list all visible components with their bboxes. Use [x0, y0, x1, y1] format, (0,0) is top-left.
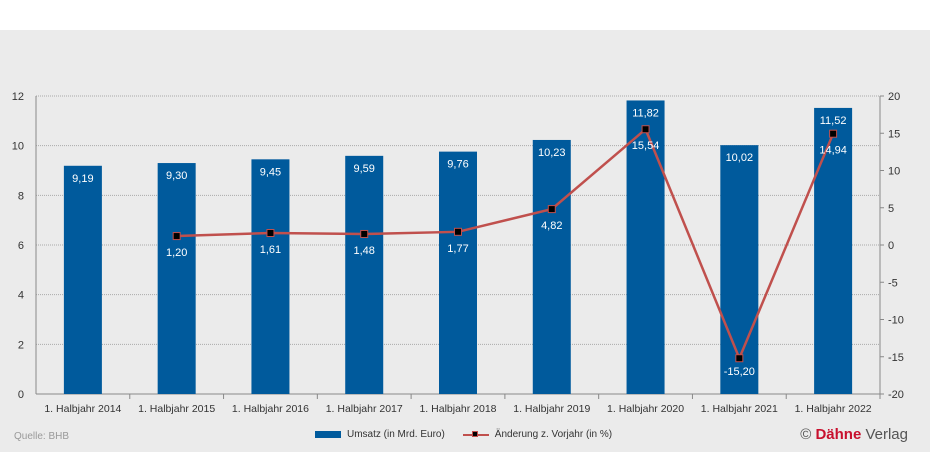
bar — [720, 145, 759, 394]
bar — [157, 163, 196, 394]
line-marker — [641, 125, 650, 134]
left-tick-label: 2 — [18, 339, 24, 351]
right-tick-label: -5 — [888, 277, 898, 289]
legend: Umsatz (in Mrd. Euro) Änderung z. Vorjah… — [315, 429, 612, 440]
line-marker — [172, 232, 181, 241]
legend-line-swatch — [462, 430, 489, 437]
line-marker — [547, 205, 556, 214]
bar — [814, 107, 853, 395]
x-tick-label: 1. Halbjahr 2015 — [138, 403, 215, 415]
right-tick-label: -10 — [888, 315, 904, 327]
bar-value-label: 9,30 — [166, 170, 187, 182]
x-tick-label: 1. Halbjahr 2018 — [419, 403, 496, 415]
x-tick-label: 1. Halbjahr 2014 — [44, 403, 121, 415]
publisher-logo: © Dähne Verlag — [800, 426, 908, 443]
left-tick-label: 0 — [18, 389, 24, 401]
left-tick-label: 8 — [18, 190, 24, 202]
left-tick-label: 4 — [18, 290, 24, 302]
line-value-label: 15,54 — [632, 140, 660, 152]
legend-line-label: Änderung z. Vorjahr (in %) — [494, 429, 613, 440]
right-tick-label: -15 — [888, 352, 904, 364]
line-value-label: 1,20 — [166, 247, 187, 259]
bar — [626, 100, 665, 394]
right-tick-label: -20 — [888, 389, 904, 401]
bar — [251, 159, 290, 394]
bar-value-label: 11,82 — [632, 107, 659, 119]
left-tick-label: 10 — [12, 141, 24, 153]
x-tick-label: 1. Halbjahr 2021 — [701, 403, 778, 415]
line-value-label: 4,82 — [541, 220, 562, 232]
bar-value-label: 10,02 — [726, 152, 754, 164]
line-marker — [454, 227, 462, 236]
x-tick-label: 1. Halbjahr 2019 — [513, 403, 590, 415]
bar-value-label: 10,23 — [538, 147, 566, 159]
right-tick-label: 15 — [888, 128, 900, 140]
line-series — [176, 127, 835, 362]
right-tick-label: 10 — [888, 166, 900, 178]
bar — [63, 165, 102, 394]
line-value-label: 1,48 — [354, 245, 375, 257]
x-tick-label: 1. Halbjahr 2022 — [795, 403, 872, 415]
bar — [439, 151, 477, 394]
x-tick-label: 1. Halbjahr 2017 — [326, 403, 403, 415]
line-marker — [266, 229, 275, 238]
bar-value-label: 9,19 — [72, 173, 93, 185]
bar — [345, 155, 384, 394]
bar — [532, 139, 571, 394]
bar-value-label: 9,76 — [447, 159, 468, 171]
bar-value-label: 11,52 — [820, 115, 847, 127]
bar-value-label: 9,45 — [260, 166, 281, 178]
right-tick-label: 20 — [888, 91, 900, 103]
line-value-label: 1,61 — [260, 244, 281, 256]
left-tick-label: 6 — [18, 240, 24, 252]
right-tick-label: 0 — [888, 240, 894, 252]
legend-bar-label: Umsatz (in Mrd. Euro) — [347, 429, 445, 440]
line-value-label: -15,20 — [724, 366, 755, 378]
x-tick-label: 1. Halbjahr 2016 — [232, 403, 309, 415]
left-tick-label: 12 — [12, 91, 24, 103]
line-value-label: 1,77 — [447, 243, 468, 255]
source-note: Quelle: BHB — [14, 431, 70, 442]
line-marker — [360, 229, 369, 238]
right-tick-label: 5 — [888, 203, 894, 215]
line-value-label: 14,94 — [819, 145, 847, 157]
legend-bar-swatch — [315, 431, 341, 438]
bar-value-label: 9,59 — [354, 163, 375, 175]
line-marker — [829, 129, 838, 138]
line-marker — [735, 354, 744, 363]
x-tick-label: 1. Halbjahr 2020 — [607, 403, 684, 415]
